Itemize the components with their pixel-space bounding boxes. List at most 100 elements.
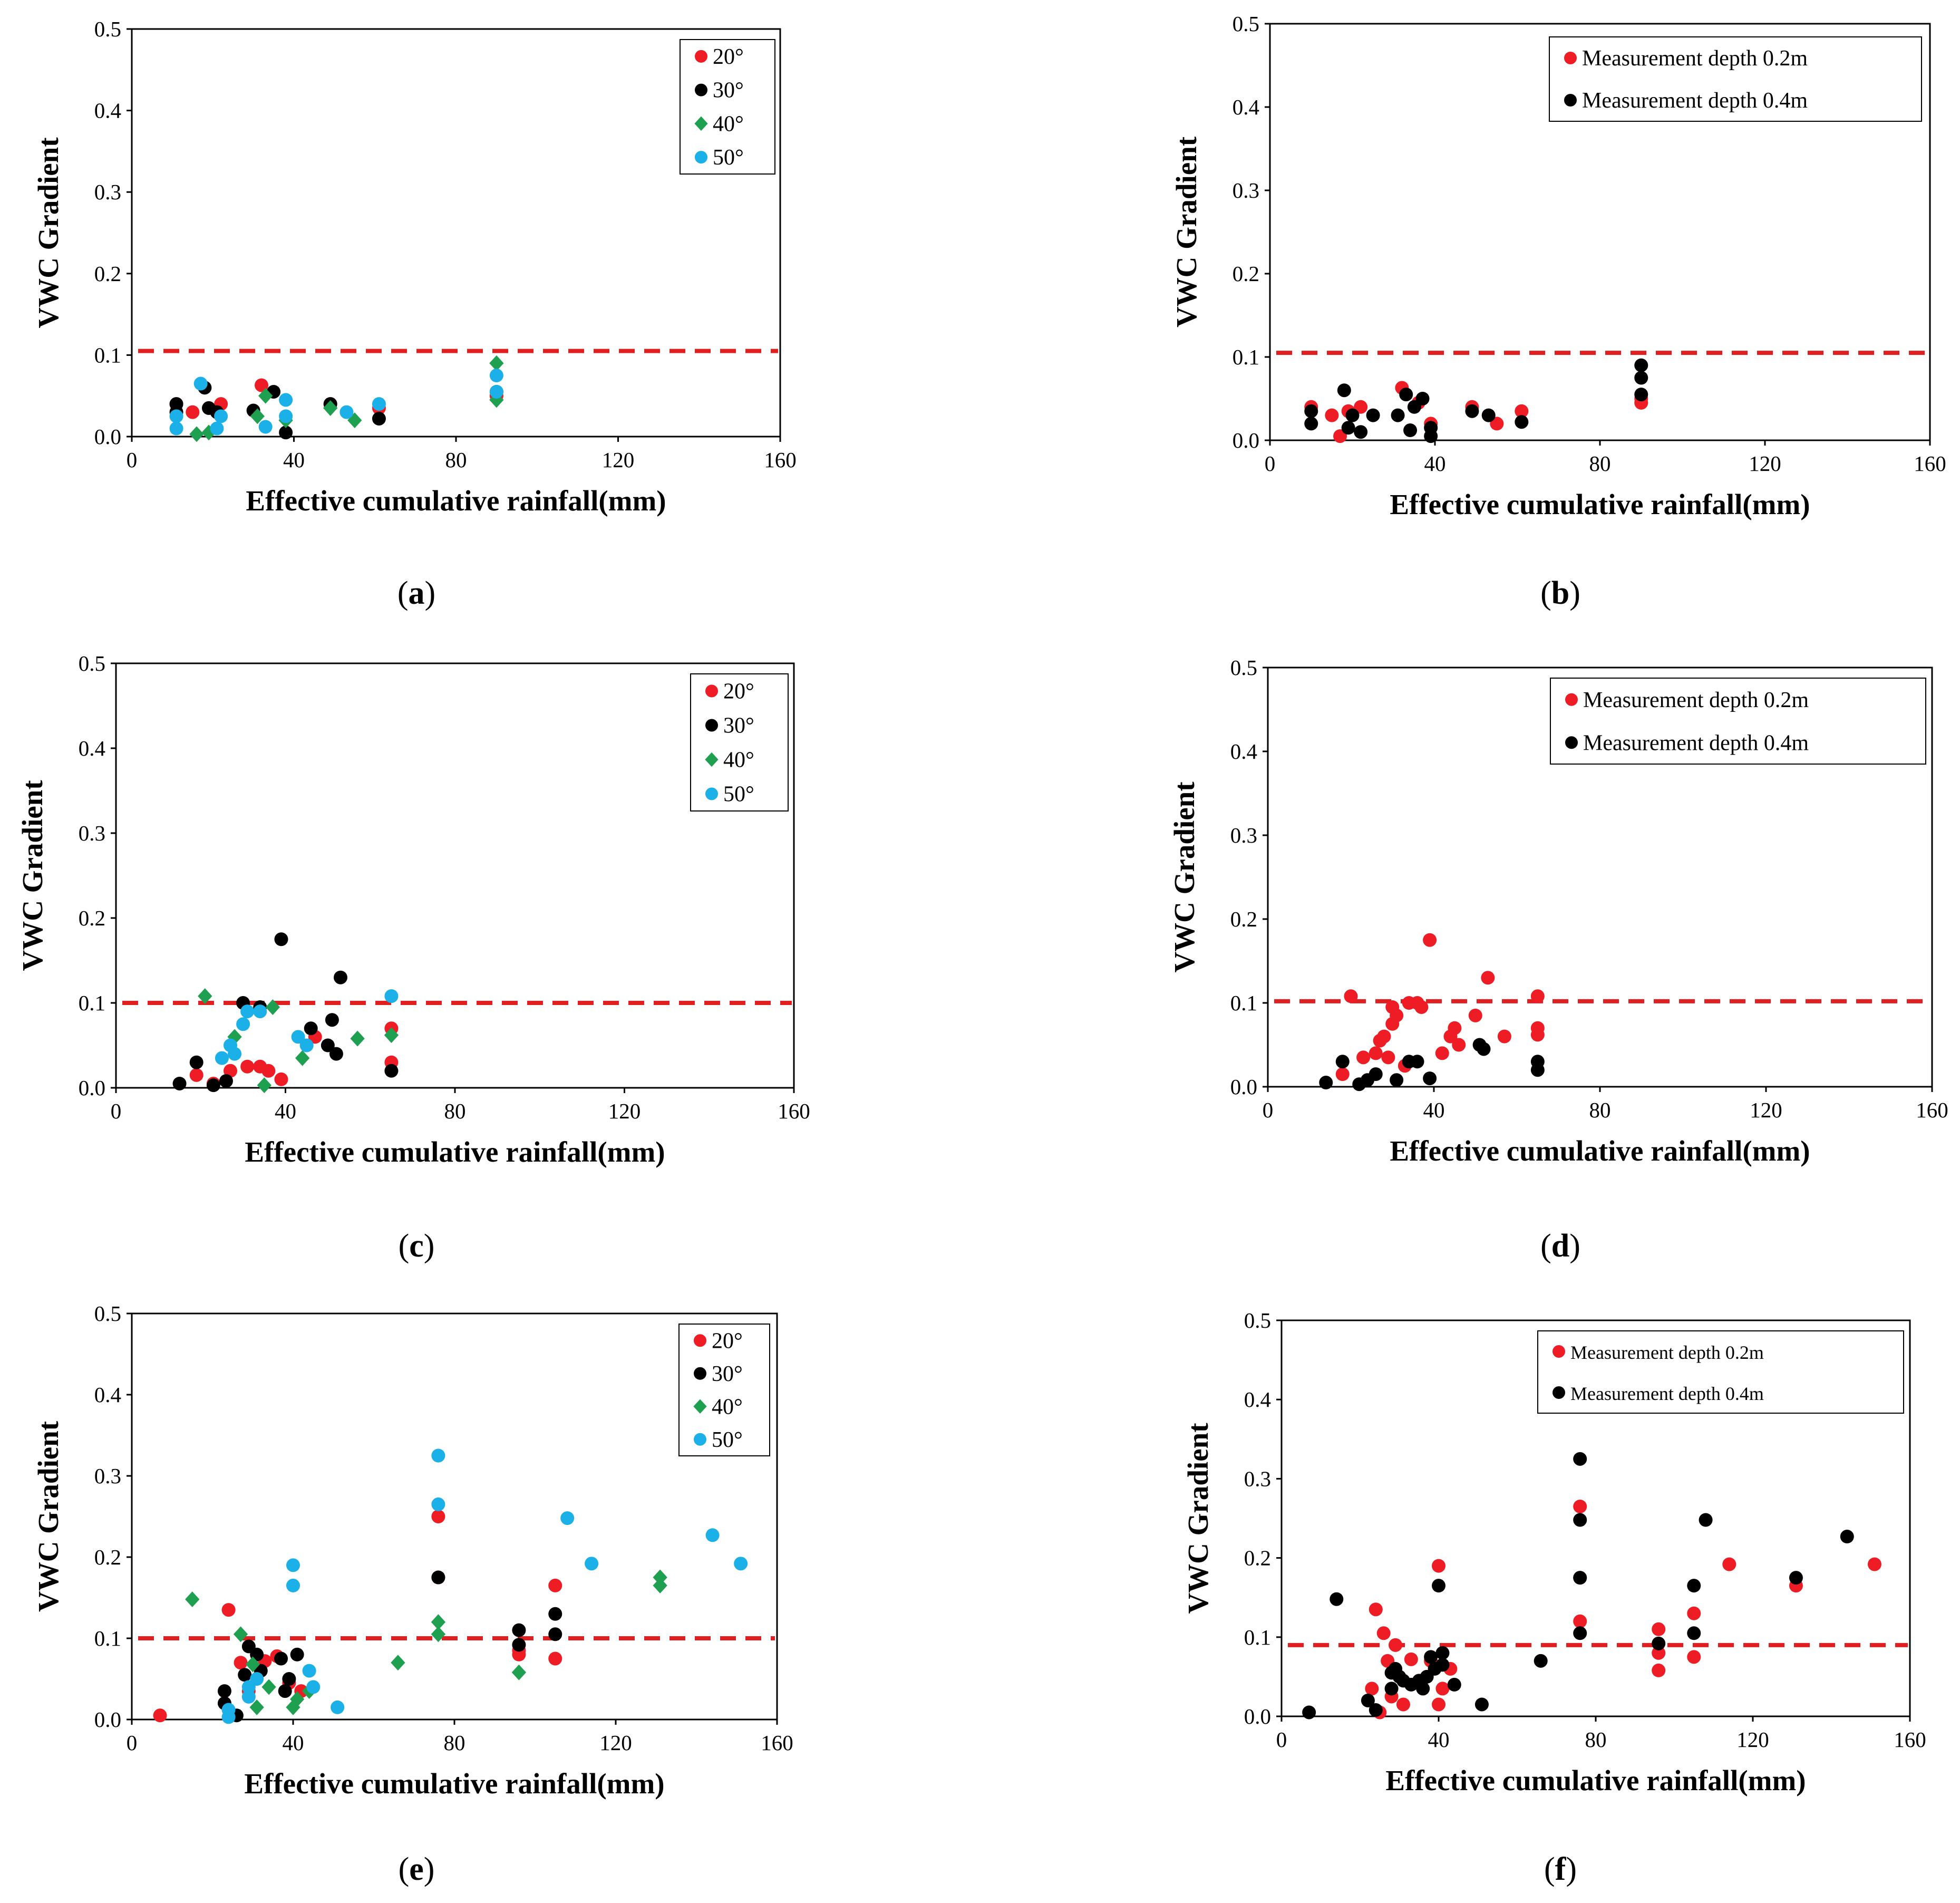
- data-point: [1432, 1559, 1445, 1573]
- legend-marker: [705, 684, 718, 698]
- data-point: [1530, 989, 1545, 1003]
- legend-marker: [694, 1334, 706, 1347]
- y-tick-label: 0.4: [79, 736, 105, 760]
- data-point: [238, 1668, 252, 1682]
- y-tick-label: 0.3: [1244, 1466, 1271, 1491]
- legend-label: 50°: [712, 1428, 743, 1452]
- scatter-chart-e: 0.0 0.1 0.2 0.3 0.4 0.5 0 40 80 120 160 Effective c…: [32, 1301, 793, 1800]
- x-tick-label: 120: [1749, 451, 1781, 476]
- data-point: [221, 1710, 236, 1724]
- x-tick-label: 120: [608, 1099, 641, 1123]
- data-point: [282, 1672, 296, 1686]
- y-tick-label: 0.2: [1233, 262, 1259, 286]
- data-point: [1573, 1499, 1587, 1513]
- data-point: [1302, 1705, 1316, 1720]
- data-point: [431, 1570, 445, 1585]
- data-point: [1573, 1571, 1587, 1585]
- data-point: [1573, 1614, 1587, 1628]
- series-0: [1365, 1499, 1881, 1720]
- x-axis-label: Effective cumulative rainfall(mm): [244, 1767, 664, 1800]
- y-tick-label: 0.1: [1230, 991, 1257, 1015]
- data-point: [347, 412, 362, 429]
- legend-label: 20°: [712, 1329, 743, 1353]
- y-tick-label: 0.5: [79, 651, 105, 675]
- data-point: [511, 1664, 527, 1680]
- y-tick-label: 0.2: [94, 262, 121, 286]
- chart-panel-b: 0.0 0.1 0.2 0.3 0.4 0.5 0 40 80 120 160 Effective c…: [980, 0, 1960, 634]
- y-tick-label: 0.1: [94, 1626, 121, 1650]
- series-1: [1304, 358, 1648, 443]
- data-point: [1366, 408, 1380, 422]
- legend-box: [680, 39, 775, 175]
- data-point: [240, 1004, 255, 1019]
- legend: 20° 30° 40° 50°: [680, 39, 775, 175]
- data-point: [1396, 1697, 1410, 1712]
- legend-label: Measurement depth 0.2m: [1570, 1342, 1764, 1363]
- data-point: [279, 393, 293, 407]
- x-tick-label: 160: [764, 448, 797, 472]
- series-1: [172, 932, 399, 1093]
- data-point: [1354, 400, 1368, 414]
- data-point: [1465, 404, 1479, 418]
- x-tick-label: 80: [444, 1731, 465, 1755]
- y-axis-label: VWC Gradient: [1182, 1423, 1214, 1614]
- chart-panel-d: 0.0 0.1 0.2 0.3 0.4 0.5 0 40 80 120 160 Effective c…: [980, 634, 1960, 1269]
- legend-marker: [695, 50, 707, 63]
- y-tick-label: 0.5: [94, 17, 121, 41]
- data-point: [206, 1078, 220, 1093]
- legend-marker: [694, 1367, 706, 1380]
- x-tick-label: 40: [275, 1099, 296, 1123]
- y-tick-label: 0.3: [94, 1464, 121, 1488]
- data-point: [261, 1679, 276, 1695]
- legend-label: 40°: [723, 748, 754, 772]
- data-point: [185, 1591, 200, 1608]
- x-tick-label: 120: [1736, 1727, 1769, 1752]
- data-point: [1722, 1557, 1736, 1571]
- data-point: [384, 1027, 399, 1044]
- x-tick-label: 160: [1916, 1098, 1948, 1122]
- x-tick-label: 160: [1894, 1727, 1926, 1752]
- data-point: [350, 1030, 365, 1047]
- data-point: [512, 1638, 526, 1652]
- data-point: [1573, 1626, 1587, 1640]
- data-point: [384, 1064, 399, 1078]
- data-point: [384, 989, 399, 1003]
- caption-a: (a): [397, 575, 436, 611]
- y-tick-label: 0.4: [1233, 95, 1259, 119]
- data-point: [250, 1672, 264, 1686]
- data-point: [1390, 1008, 1404, 1022]
- data-point: [1687, 1606, 1701, 1620]
- y-tick-label: 0.5: [94, 1301, 121, 1326]
- data-point: [1699, 1513, 1713, 1527]
- data-point: [1435, 1646, 1450, 1660]
- caption-b: (b): [1540, 575, 1580, 611]
- data-point: [1481, 971, 1495, 985]
- data-point: [214, 409, 228, 423]
- data-point: [1304, 404, 1318, 418]
- y-tick-label: 0.1: [1233, 345, 1259, 369]
- data-point: [734, 1557, 748, 1571]
- data-point: [1304, 417, 1318, 431]
- x-tick-label: 120: [1750, 1098, 1782, 1122]
- data-point: [306, 1680, 321, 1694]
- data-point: [286, 1578, 300, 1592]
- data-point: [189, 1068, 203, 1082]
- x-tick-label: 80: [1589, 1098, 1611, 1122]
- data-point: [198, 988, 212, 1004]
- data-point: [258, 420, 273, 434]
- data-point: [250, 408, 265, 424]
- caption-f: (f): [1544, 1851, 1577, 1887]
- data-point: [431, 1510, 445, 1523]
- data-point: [228, 1047, 242, 1061]
- legend-marker: [1553, 1345, 1565, 1358]
- x-tick-label: 40: [1428, 1727, 1450, 1752]
- data-point: [653, 1569, 667, 1586]
- data-point: [1573, 1513, 1587, 1527]
- data-point: [189, 426, 204, 442]
- x-tick-label: 160: [1914, 451, 1946, 476]
- data-point: [331, 1700, 345, 1714]
- x-tick-label: 0: [127, 448, 138, 472]
- legend-label: Measurement depth 0.4m: [1582, 89, 1808, 113]
- scatter-chart-b: 0.0 0.1 0.2 0.3 0.4 0.5 0 40 80 120 160 Effective c…: [1170, 12, 1946, 520]
- legend: Measurement depth 0.2m Measurement depth …: [1549, 36, 1922, 122]
